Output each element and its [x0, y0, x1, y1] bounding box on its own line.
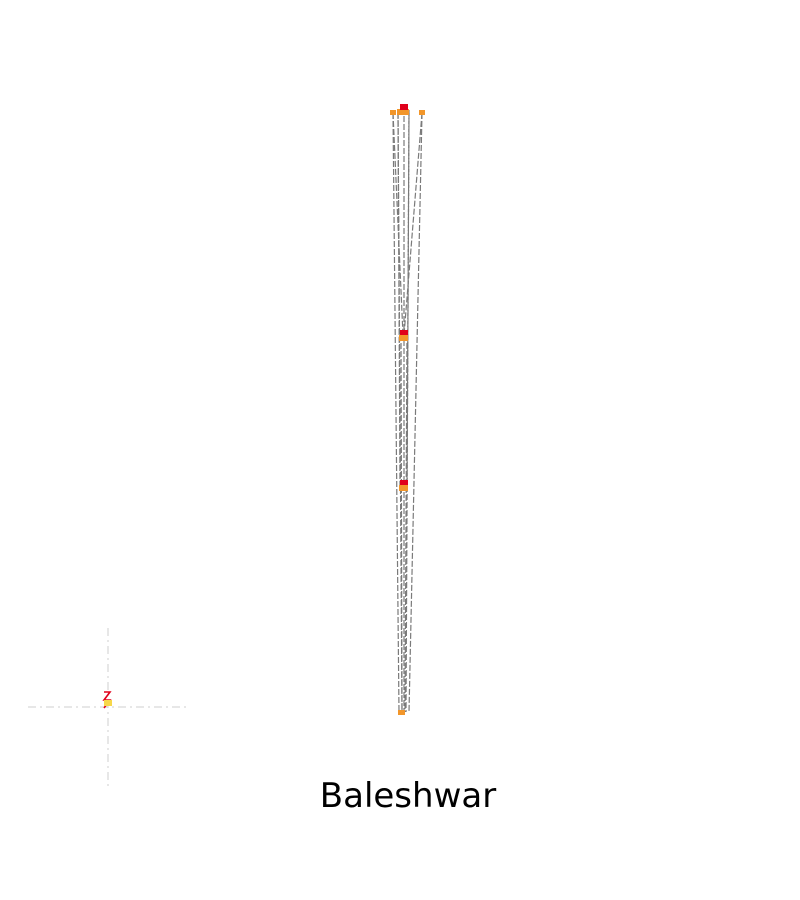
trajectory-line-7: [403, 112, 423, 336]
trajectory-lines: [392, 108, 423, 713]
top-marker-orange-left: [390, 110, 396, 115]
trajectory-line-9: [406, 112, 410, 486]
diagram-title: Baleshwar: [319, 776, 497, 816]
trajectory-line-10: [400, 334, 403, 713]
origin-marker-yellow: [104, 700, 112, 706]
upper-mid-marker-red: [400, 330, 408, 335]
lower-mid-marker-cluster: [399, 480, 408, 491]
bottom-marker-orange: [398, 710, 405, 715]
trajectory-line-11: [404, 334, 408, 713]
upper-mid-marker-orange: [399, 335, 408, 341]
origin-marker: [102, 691, 112, 709]
top-marker-orange-right: [419, 110, 425, 115]
trajectory-line-5: [408, 112, 423, 713]
top-marker-red: [400, 104, 408, 110]
bottom-marker: [398, 710, 405, 715]
top-marker-cluster: [390, 104, 425, 115]
crosshair: [28, 628, 188, 788]
upper-mid-marker-cluster: [399, 330, 408, 341]
top-marker-orange-mid: [397, 109, 409, 115]
trajectory-line-1: [392, 112, 400, 713]
trajectory-line-8: [397, 112, 401, 486]
lower-mid-marker-orange: [399, 485, 408, 491]
lower-mid-marker-red: [400, 480, 408, 485]
trajectory-line-6: [392, 112, 404, 336]
